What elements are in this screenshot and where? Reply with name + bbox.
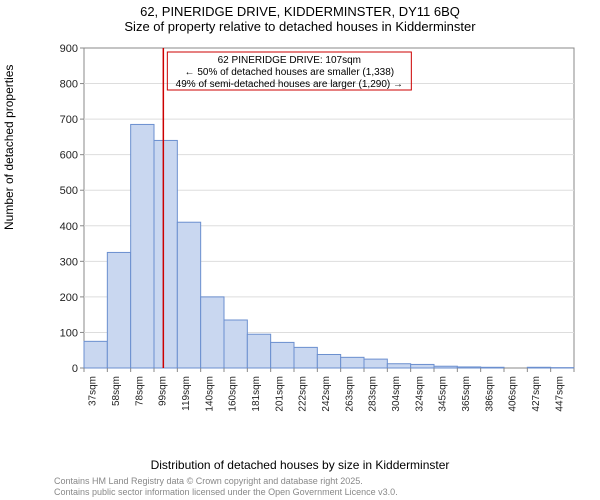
x-tick-label: 283sqm <box>368 376 379 412</box>
histogram-bar <box>201 297 224 368</box>
x-tick-label: 201sqm <box>274 376 285 412</box>
x-tick-label: 324sqm <box>414 376 425 412</box>
x-tick-label: 140sqm <box>204 376 215 412</box>
chart-subtitle: Size of property relative to detached ho… <box>0 19 600 36</box>
histogram-bar <box>154 140 177 368</box>
histogram-svg: 0 100 200 300 400 500 600 700 800 900 37sqm 58sqm 78… <box>52 42 582 422</box>
y-tick-label: 800 <box>60 79 78 91</box>
x-tick-label: 119sqm <box>181 376 192 411</box>
histogram-bar <box>527 367 550 368</box>
y-tick-label: 100 <box>60 327 78 339</box>
x-tick-label: 37sqm <box>88 376 99 406</box>
histogram-bar <box>107 252 130 368</box>
y-tick-label: 400 <box>60 221 78 233</box>
y-tick-label: 0 <box>72 363 78 375</box>
x-tick-label: 99sqm <box>158 376 169 406</box>
y-tick-label: 900 <box>60 43 78 55</box>
x-tick-label: 222sqm <box>298 376 309 412</box>
footer-attribution: Contains HM Land Registry data © Crown c… <box>54 476 398 498</box>
histogram-bar <box>294 347 317 368</box>
x-tick-label: 160sqm <box>228 376 239 412</box>
histogram-bar <box>84 341 107 368</box>
x-tick-label: 365sqm <box>461 376 472 412</box>
annotation-line-1: 62 PINERIDGE DRIVE: 107sqm <box>218 55 361 66</box>
histogram-bar <box>247 334 270 368</box>
histogram-bar <box>411 364 434 368</box>
y-tick-label: 600 <box>60 150 78 162</box>
x-tick-label: 242sqm <box>321 376 332 412</box>
histogram-bar <box>481 367 504 368</box>
x-tick-label: 386sqm <box>484 376 495 412</box>
chart-area: 0 100 200 300 400 500 600 700 800 900 37sqm 58sqm 78… <box>52 42 582 422</box>
footer-line-2: Contains public sector information licen… <box>54 487 398 498</box>
y-tick-label: 300 <box>60 256 78 268</box>
y-tick-label: 700 <box>60 114 78 126</box>
x-tick-label: 427sqm <box>531 376 542 412</box>
histogram-bar <box>271 342 294 368</box>
chart-title: 62, PINERIDGE DRIVE, KIDDERMINSTER, DY11… <box>0 0 600 19</box>
x-axis-label: Distribution of detached houses by size … <box>0 458 600 472</box>
histogram-bar <box>387 364 410 368</box>
x-tick-label: 345sqm <box>438 376 449 412</box>
x-tick-label: 304sqm <box>391 376 402 412</box>
x-tick-label: 181sqm <box>251 376 262 412</box>
histogram-bar <box>224 320 247 368</box>
histogram-bar <box>317 354 340 368</box>
annotation-line-2: ← 50% of detached houses are smaller (1,… <box>185 67 395 78</box>
histogram-bar <box>131 124 154 368</box>
footer-line-1: Contains HM Land Registry data © Crown c… <box>54 476 398 487</box>
x-tick-label: 406sqm <box>508 376 519 412</box>
x-tick-label: 263sqm <box>344 376 355 412</box>
histogram-bar <box>341 357 364 368</box>
x-tick-label: 58sqm <box>111 376 122 406</box>
y-tick-label: 200 <box>60 292 78 304</box>
y-axis-label: Number of detached properties <box>2 65 16 230</box>
histogram-bar <box>434 366 457 368</box>
x-tick-label: 447sqm <box>554 376 565 412</box>
x-tick-label: 78sqm <box>134 376 145 406</box>
histogram-bar <box>364 359 387 368</box>
annotation-line-3: 49% of semi-detached houses are larger (… <box>176 79 403 90</box>
y-tick-label: 500 <box>60 185 78 197</box>
histogram-bar <box>177 222 200 368</box>
histogram-bar <box>457 367 480 368</box>
